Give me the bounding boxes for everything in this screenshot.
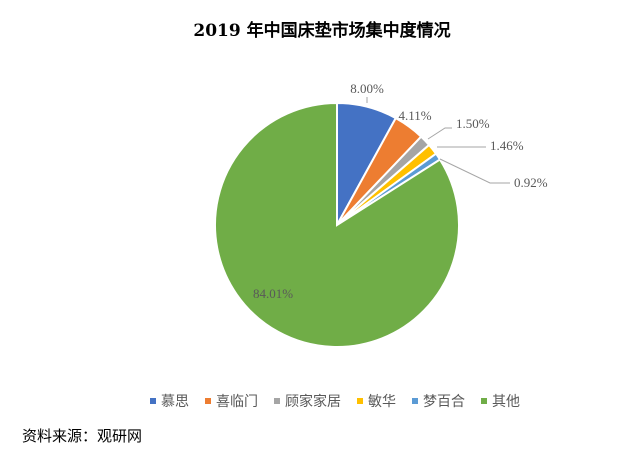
legend-item: 顾家家居 [274, 391, 341, 411]
data-label: 4.11% [398, 108, 431, 123]
pie-slices [214, 101, 460, 348]
legend-item: 其他 [481, 391, 520, 411]
data-label: 0.92% [514, 175, 548, 190]
legend-swatch-icon [357, 398, 363, 404]
legend-swatch-icon [481, 398, 487, 404]
legend-swatch-icon [274, 398, 280, 404]
source-note: 资料来源：观研网 [22, 427, 143, 445]
legend-label: 敏华 [368, 394, 396, 410]
data-labels: 8.00% 4.11% 1.50%1.46% 0.92% 84.01% [253, 81, 548, 301]
legend-swatch-icon [150, 398, 156, 404]
legend-item: 慕思 [150, 391, 189, 411]
data-label: 1.46% [490, 138, 524, 153]
legend-label: 梦百合 [423, 394, 465, 410]
legend: 慕思 喜临门 顾家家居 敏华 梦百合 其他 [150, 391, 520, 411]
data-label: 1.50% [456, 116, 490, 131]
legend-item: 梦百合 [412, 391, 465, 411]
leader-lines [366, 97, 510, 184]
data-label: 8.00% [350, 81, 384, 96]
data-label: 84.01% [253, 286, 293, 301]
legend-item: 敏华 [357, 391, 396, 411]
legend-item: 喜临门 [205, 391, 258, 411]
legend-label: 其他 [492, 394, 520, 410]
legend-swatch-icon [412, 398, 418, 404]
pie-slice [214, 101, 460, 348]
chart-title: 2019 年中国床垫市场集中度情况 [193, 21, 451, 41]
legend-swatch-icon [205, 398, 211, 404]
legend-label: 顾家家居 [285, 394, 341, 410]
legend-label: 喜临门 [216, 394, 258, 410]
legend-label: 慕思 [161, 394, 189, 410]
